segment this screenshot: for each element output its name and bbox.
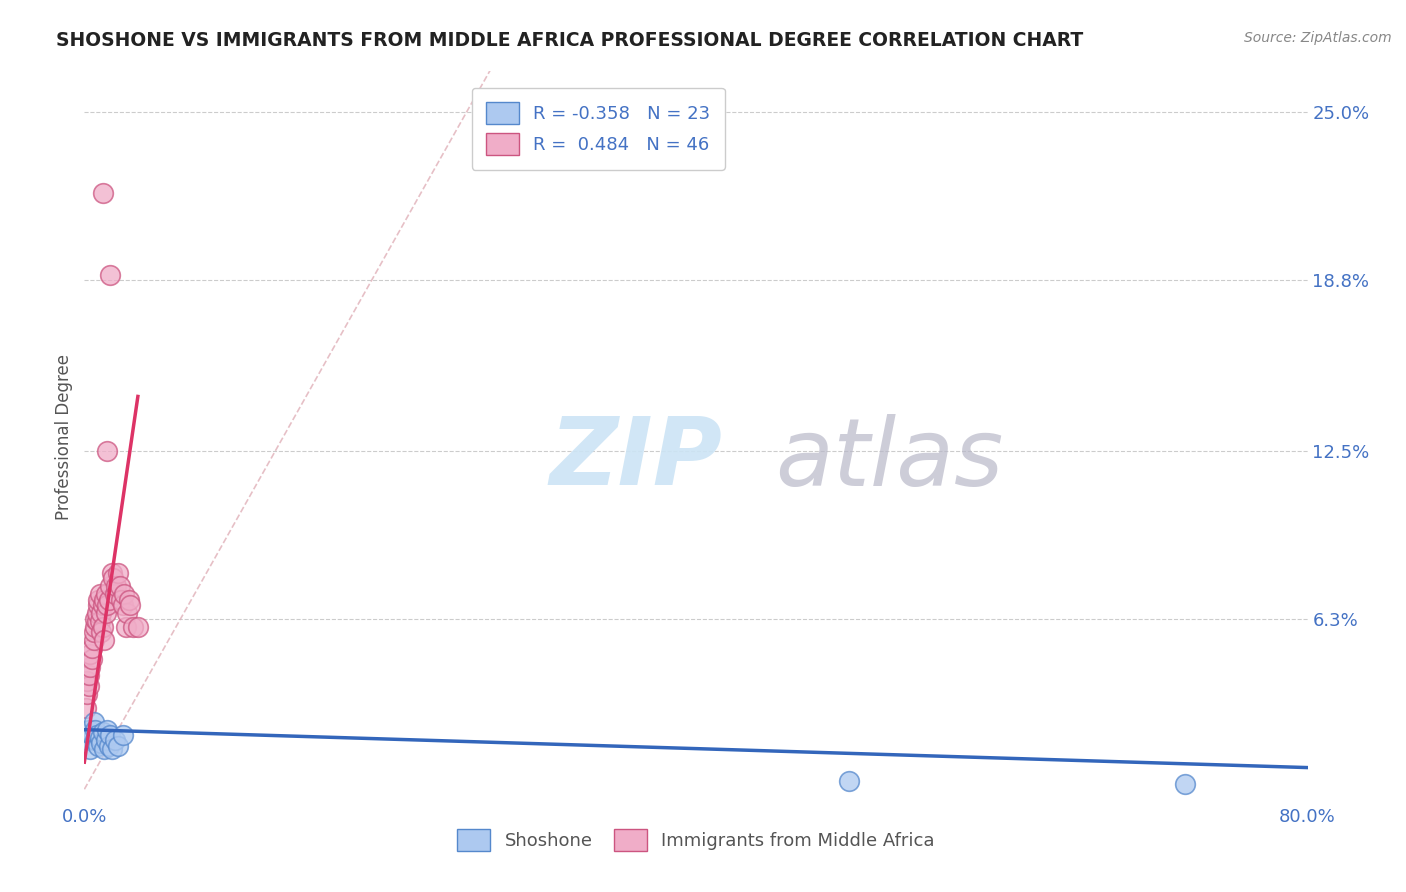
Point [77,668,100,682]
Point [115,606,138,620]
Point [84,611,107,625]
Point [80,728,103,742]
Point [97,739,120,753]
Point [94,587,117,601]
Point [89,587,111,601]
Point [83,714,105,729]
Point [79,660,101,674]
Point [77,723,100,737]
Point [105,579,128,593]
Point [84,733,107,747]
Point [79,741,101,756]
Point [91,598,114,612]
Point [118,592,141,607]
Point [90,625,112,640]
Point [101,741,124,756]
Point [80,652,103,666]
Point [98,579,121,593]
Point [79,647,101,661]
Point [91,186,114,201]
Text: atlas: atlas [776,414,1004,505]
Point [94,606,117,620]
Point [1174,777,1197,791]
Point [111,728,134,742]
Point [120,598,142,612]
Point [122,620,145,634]
Text: ZIP: ZIP [550,413,723,505]
Point [83,633,105,648]
Point [111,598,134,612]
Text: Source: ZipAtlas.com: Source: ZipAtlas.com [1244,31,1392,45]
Point [94,733,117,747]
Y-axis label: Professional Degree: Professional Degree [55,354,73,520]
Point [84,723,107,737]
Point [76,673,98,688]
Point [90,736,112,750]
Point [91,725,114,739]
Point [76,688,98,702]
Point [104,733,127,747]
Point [104,587,127,601]
Point [86,728,108,742]
Text: SHOSHONE VS IMMIGRANTS FROM MIDDLE AFRICA PROFESSIONAL DEGREE CORRELATION CHART: SHOSHONE VS IMMIGRANTS FROM MIDDLE AFRIC… [56,31,1084,50]
Point [103,571,125,585]
Point [89,615,111,629]
Point [84,620,107,634]
Point [107,739,129,753]
Point [86,606,108,620]
Point [107,566,129,580]
Point [112,587,135,601]
Point [91,620,114,634]
Point [90,606,112,620]
Point [93,741,115,756]
Point [101,566,124,580]
Point [87,739,110,753]
Point [87,598,110,612]
Point [127,620,149,634]
Point [96,723,118,737]
Point [93,592,115,607]
Point [87,592,110,607]
Point [98,728,121,742]
Point [110,592,132,607]
Point [96,598,118,612]
Point [77,679,100,693]
Point [838,774,860,789]
Point [76,733,98,747]
Point [114,620,136,634]
Point [98,268,121,282]
Point [80,641,103,656]
Point [89,731,111,745]
Legend: Shoshone, Immigrants from Middle Africa: Shoshone, Immigrants from Middle Africa [449,820,943,860]
Point [83,625,105,640]
Point [75,701,97,715]
Point [93,633,115,648]
Point [86,615,108,629]
Point [108,579,131,593]
Point [96,443,118,458]
Point [97,592,120,607]
